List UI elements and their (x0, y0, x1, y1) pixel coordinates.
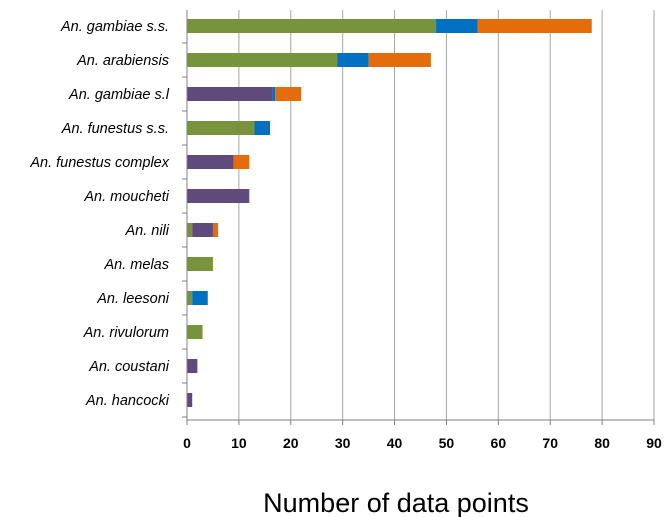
bar-segment (436, 19, 478, 33)
bar-segment (254, 121, 271, 135)
category-label: An. gambiae s.s. (60, 19, 169, 35)
x-tick-label: 0 (183, 435, 191, 451)
bar-segment (187, 87, 273, 101)
bar-segment (187, 257, 213, 271)
category-label: An. rivulorum (83, 325, 169, 341)
x-tick-label: 30 (335, 435, 351, 451)
category-label: An. funestus s.s. (61, 121, 169, 137)
bar-segment (187, 291, 193, 305)
bar-segment (187, 393, 193, 407)
labels: 0 10 20 30 40 50 60 70 80 90 An. gambiae s.s. An. a… (29, 19, 662, 451)
x-tick-label: 80 (594, 435, 610, 451)
x-tick-label: 50 (439, 435, 455, 451)
category-label: An. nili (124, 223, 169, 239)
x-tick-label: 70 (542, 435, 558, 451)
bar-segment (275, 87, 302, 101)
bar-segment (192, 223, 213, 237)
bar-segment (187, 155, 234, 169)
x-axis-title: Number of data points (263, 488, 529, 517)
bar-segment (368, 53, 431, 67)
x-tick-label: 40 (387, 435, 403, 451)
category-label: An. leesoni (96, 291, 170, 307)
x-tick-label: 60 (491, 435, 507, 451)
category-label: An. melas (104, 257, 169, 273)
bar-segment (187, 19, 437, 33)
bar-segment (187, 325, 203, 339)
bar-segment (187, 121, 255, 135)
category-label: An. hancocki (85, 393, 170, 409)
bar-segment (233, 155, 250, 169)
bar-segment (187, 189, 250, 203)
x-tick-label: 20 (283, 435, 299, 451)
bars (187, 19, 592, 407)
bar-segment (477, 19, 592, 33)
category-label: An. arabiensis (76, 53, 169, 69)
x-tick-label: 10 (231, 435, 247, 451)
x-tick-label: 90 (646, 435, 662, 451)
bar-segment (272, 87, 276, 101)
category-label: An. funestus complex (29, 155, 169, 171)
bar-segment (192, 291, 208, 305)
category-label: An. gambiae s.l (68, 87, 170, 103)
category-label: An. moucheti (83, 189, 169, 205)
gridlines (238, 10, 655, 420)
bar-segment (187, 223, 193, 237)
category-label: An. coustani (88, 359, 170, 375)
axes (182, 10, 655, 425)
bar-segment (187, 359, 198, 373)
bar-segment (212, 223, 219, 237)
bar-segment (337, 53, 369, 67)
bar-segment (187, 53, 338, 67)
